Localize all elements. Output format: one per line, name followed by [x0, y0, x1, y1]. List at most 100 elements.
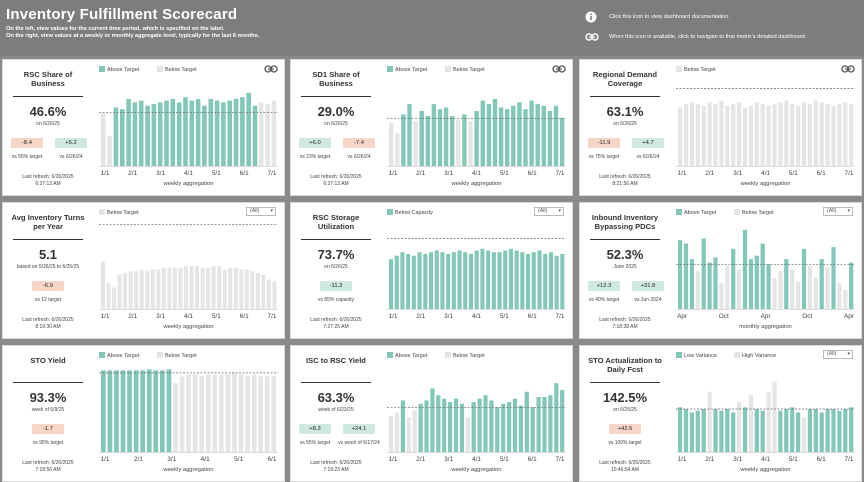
chart-bar [211, 266, 216, 309]
x-axis-title: weekly aggregation [740, 181, 791, 187]
chart-bar [731, 248, 736, 309]
kpi-section: Inbound Inventory Bypassing PDCs 52.3% Jun… [580, 203, 670, 338]
comparison-label: vs 23% target [299, 154, 331, 160]
chart-bar [400, 400, 405, 452]
last-refresh-time: 7:18:38 AM [612, 324, 638, 330]
x-tick-label: 1/1 [388, 456, 397, 463]
metric-link-icon[interactable] [841, 65, 855, 73]
chart-bar [442, 398, 447, 452]
x-tick-label: 5/1 [789, 170, 798, 177]
metric-name: Regional Demand Coverage [592, 70, 658, 88]
comparison-label: vs 6/26/24 [636, 154, 660, 160]
legend-swatch [734, 352, 740, 358]
chart-bar [725, 266, 730, 309]
chart-bar [737, 269, 742, 309]
filter-dropdown[interactable]: (All) ▾ [823, 207, 853, 216]
chart-bar [825, 104, 830, 166]
last-refresh-time: 10:46:54 AM [610, 467, 640, 473]
metric-link-icon[interactable] [552, 65, 566, 73]
legend-swatch [99, 66, 105, 72]
x-tick-label: 4/1 [472, 170, 481, 177]
metric-date: June 2025 [613, 264, 637, 270]
chart-bar [156, 269, 161, 309]
x-tick-label: Apr [760, 313, 771, 320]
filter-dropdown[interactable]: (All) ▾ [534, 207, 564, 216]
metric-value: 29.0% [317, 104, 355, 119]
chart-bar [395, 133, 400, 166]
chart-bar [491, 252, 496, 309]
chart-bar [492, 98, 498, 166]
chart-bar [202, 105, 207, 166]
info-icon[interactable] [585, 11, 597, 23]
chart-bar [436, 395, 441, 452]
legend-label: High Variance [742, 353, 777, 359]
chart-bar [195, 98, 201, 166]
chart-bar [389, 415, 394, 452]
chevron-down-icon: ▾ [270, 208, 273, 214]
chart-bar [413, 121, 418, 166]
bar-chart: 1/1 2/1 3/1 4/1 5/1 6/1 7/1 weekly aggregation [676, 88, 855, 187]
chart-bar [172, 267, 177, 309]
chart-bar [772, 381, 777, 452]
chart-bar [123, 272, 128, 309]
chart-bar [501, 403, 506, 452]
chart-bar [145, 271, 150, 309]
chart-bar [429, 252, 434, 309]
kpi-section: Avg Inventory Turns per Year 5.1 based on … [3, 203, 93, 338]
chart-bar [189, 266, 194, 309]
metric-panel: STO Yield 93.3% week of 6/9/25 -1.7 vs 95% t… [2, 345, 285, 482]
delta-badge: +42.5 [609, 424, 641, 434]
metric-panel: RSC Storage Utilization 73.7% on 6/26/25 -1… [290, 202, 573, 339]
chart-bar [166, 369, 172, 452]
chart-bar [480, 248, 485, 309]
chart-bar [742, 107, 748, 166]
comparison-label: vs 6/26/24 [347, 154, 371, 160]
x-tick-label: 5/1 [212, 170, 221, 177]
chart-bar [530, 407, 535, 452]
chart-bar [261, 274, 266, 309]
last-refresh: Last refresh: 6/26/2025 [22, 174, 74, 180]
divider [13, 382, 83, 383]
legend-swatch [387, 352, 393, 358]
metric-link-icon[interactable] [264, 65, 278, 73]
legend-swatch [157, 66, 163, 72]
divider [590, 239, 660, 240]
chart-bar [849, 407, 854, 452]
last-refresh: Last refresh: 6/26/2025 [599, 317, 651, 323]
chart-bar [233, 267, 238, 309]
chart-bar [477, 398, 482, 452]
chart-bar [195, 266, 199, 309]
kpi-section: Regional Demand Coverage 63.1% on 6/26/25 -… [580, 60, 670, 195]
last-refresh-time: 8:19:30 AM [35, 324, 61, 330]
chart-bar [227, 100, 232, 166]
chart-bar [497, 252, 502, 309]
legend-item: Below Target [445, 66, 485, 73]
chart-bar [199, 376, 204, 452]
metric-value: 73.7% [317, 247, 355, 262]
metric-panel: ISC to RSC Yield 63.3% week of 6/23/25 +8.3… [290, 345, 573, 482]
x-tick-label: 5/1 [500, 313, 509, 320]
legend-item: Below Target [99, 209, 139, 216]
chart-bar [748, 395, 753, 452]
metric-date: on 6/26/25 [324, 121, 348, 127]
chart-bar [831, 409, 836, 452]
x-tick-label: 3/1 [156, 170, 165, 177]
legend-swatch [445, 66, 451, 72]
chart-bar [520, 252, 525, 309]
chart-bar [526, 254, 531, 309]
chart-bar [807, 266, 812, 309]
x-tick-label: Oct [719, 313, 729, 320]
filter-dropdown[interactable]: (All) ▾ [823, 350, 853, 359]
filter-dropdown[interactable]: (All) ▾ [246, 207, 276, 216]
metric-panel: Inbound Inventory Bypassing PDCs 52.3% Jun… [579, 202, 862, 339]
metric-value: 5.1 [38, 247, 58, 262]
chart-bar [140, 370, 145, 452]
legend-item: High Variance [734, 352, 776, 359]
chart-bar [719, 100, 724, 166]
chart-bar [548, 395, 553, 452]
chart-bar [778, 102, 783, 166]
legend-swatch [676, 209, 682, 215]
x-tick-label: 7/1 [555, 313, 564, 320]
chart-bar [265, 104, 270, 166]
chart-bar [511, 105, 516, 166]
